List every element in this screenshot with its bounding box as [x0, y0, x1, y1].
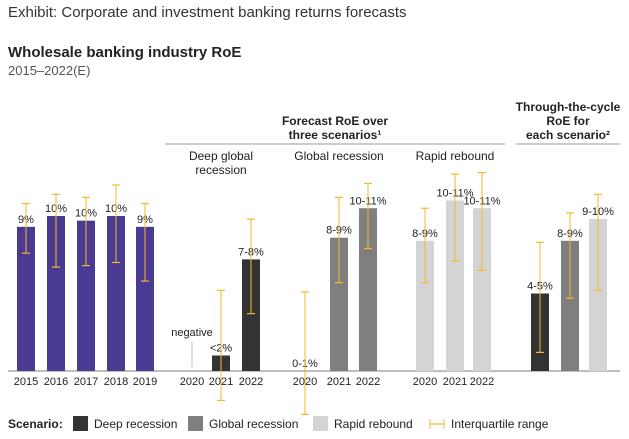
bar — [330, 237, 348, 371]
x-tick-label: 2020 — [293, 376, 317, 388]
scenario-label: Deep global — [189, 149, 253, 163]
bar — [446, 200, 464, 371]
forecast-header: Forecast RoE over — [282, 114, 388, 128]
x-tick-label: 2020 — [413, 376, 437, 388]
legend-swatch — [73, 416, 88, 431]
legend-label: Rapid rebound — [334, 417, 413, 431]
x-tick-label: 2021 — [443, 376, 467, 388]
forecast-header: three scenarios¹ — [289, 128, 382, 142]
exhibit-title: Exhibit: Corporate and investment bankin… — [8, 4, 407, 21]
x-tick-label: 2019 — [133, 376, 157, 388]
bar — [17, 226, 35, 371]
bar — [561, 240, 579, 371]
legend-label: Deep recession — [94, 417, 177, 431]
legend-swatch — [188, 416, 203, 431]
ttc-header: RoE for — [546, 114, 590, 128]
legend-label: Interquartile range — [451, 417, 549, 431]
x-tick-label: 2021 — [209, 376, 233, 388]
legend-label: Global recession — [209, 417, 298, 431]
bar — [589, 219, 607, 371]
x-tick-label: 2016 — [44, 376, 68, 388]
scenario-label: Rapid rebound — [416, 149, 495, 163]
x-tick-label: 2015 — [14, 376, 38, 388]
chart-subtitle: 2015–2022(E) — [8, 63, 91, 78]
legend-title: Scenario: — [8, 417, 63, 431]
bar — [416, 240, 434, 371]
x-tick-label: 2020 — [180, 376, 204, 388]
bar — [107, 216, 125, 371]
bar — [47, 216, 65, 371]
chart-title: Wholesale banking industry RoE — [8, 44, 242, 61]
legend-swatch — [313, 416, 328, 431]
ttc-header: Through-the-cycle — [516, 100, 621, 114]
bar — [136, 226, 154, 371]
x-tick-label: 2022 — [470, 376, 494, 388]
bar — [473, 208, 491, 371]
x-tick-label: 2018 — [104, 376, 128, 388]
x-tick-label: 2022 — [239, 376, 263, 388]
data-label: negative — [171, 327, 213, 339]
ttc-header: each scenario² — [526, 128, 610, 142]
scenario-label: Global recession — [294, 149, 383, 163]
bar — [77, 220, 95, 371]
scenario-label: recession — [195, 163, 246, 177]
x-tick-label: 2017 — [74, 376, 98, 388]
x-tick-label: 2021 — [327, 376, 351, 388]
bar — [359, 208, 377, 371]
bar — [242, 259, 260, 371]
x-tick-label: 2022 — [356, 376, 380, 388]
